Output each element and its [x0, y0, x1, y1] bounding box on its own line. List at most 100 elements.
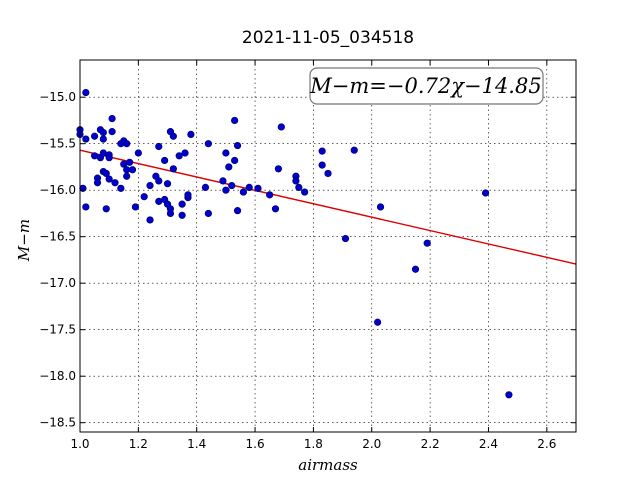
data-point [123, 140, 131, 148]
data-point [146, 181, 154, 190]
data-point [318, 161, 326, 169]
data-point [82, 135, 90, 143]
x-tick-label: 2.0 [362, 437, 381, 451]
data-point [481, 189, 490, 197]
data-point [222, 186, 230, 194]
data-point [254, 184, 262, 192]
y-tick-label: −17.0 [39, 276, 76, 290]
data-point [204, 140, 212, 148]
x-tick-label: 2.6 [537, 437, 556, 451]
data-point [411, 265, 420, 273]
x-tick-label: 1.6 [246, 437, 265, 451]
data-point [376, 203, 385, 211]
data-point [126, 158, 134, 166]
data-point [219, 177, 227, 185]
data-point [105, 175, 113, 183]
data-point [82, 203, 90, 211]
data-point [123, 172, 131, 180]
x-tick-label: 2.4 [479, 437, 498, 451]
annotation-box [309, 67, 544, 105]
data-point [187, 130, 195, 138]
data-point [231, 116, 239, 125]
data-point [292, 177, 300, 185]
data-point [423, 239, 431, 247]
data-point [225, 163, 233, 171]
data-point [90, 132, 99, 140]
data-point [374, 318, 382, 326]
data-point [274, 165, 283, 173]
data-point [82, 88, 90, 97]
y-tick-label: −16.0 [39, 183, 76, 197]
x-tick-label: 2.2 [421, 437, 440, 451]
fit-line-layer [79, 149, 577, 265]
data-point [239, 188, 247, 196]
x-tick-labels: 1.0 1.2 1.4 1.6 1.8 2.0 2.2 2.4 2.6 [70, 437, 556, 451]
data-point [295, 183, 303, 192]
data-point [178, 200, 186, 208]
data-point [245, 183, 253, 192]
y-tick-label: −15.5 [39, 137, 76, 151]
data-point [301, 188, 309, 196]
data-point [178, 211, 186, 219]
chart-title: 2021-11-05_034518 [242, 28, 414, 48]
data-point [324, 169, 332, 178]
data-point [175, 152, 183, 160]
data-point [128, 166, 137, 174]
x-tick-label: 1.4 [187, 437, 206, 451]
data-point [99, 128, 107, 137]
data-point [155, 142, 163, 151]
data-point [163, 180, 172, 188]
y-tick-label: −18.0 [39, 369, 76, 383]
data-point [505, 391, 513, 399]
data-point [222, 149, 230, 157]
y-tick-label: −18.5 [39, 416, 76, 430]
data-point [231, 156, 239, 165]
data-point [266, 191, 274, 199]
data-point [102, 169, 110, 178]
data-point [277, 123, 285, 131]
y-axis-label: M−m [15, 219, 33, 262]
y-tick-label: −16.5 [39, 230, 76, 244]
plot-frame [79, 59, 577, 433]
data-point [201, 183, 210, 192]
data-point [161, 156, 169, 165]
data-point [117, 184, 125, 192]
data-point [111, 179, 119, 187]
data-point [108, 114, 116, 123]
x-axis-label: airmass [298, 456, 358, 474]
data-point [105, 154, 113, 162]
data-point [318, 147, 326, 155]
fit-line [79, 149, 577, 265]
data-point [350, 146, 358, 154]
data-point [233, 141, 242, 150]
x-tick-label: 1.2 [129, 437, 148, 451]
y-tick-label: −17.5 [39, 323, 76, 337]
y-tick-labels: −15.0 −15.5 −16.0 −16.5 −17.0 −17.5 −18.0 −18.5 [39, 90, 76, 430]
annotation-text: M−m=−0.72χ−14.85 [309, 74, 541, 98]
data-point [102, 205, 110, 213]
y-tick-label: −15.0 [39, 90, 76, 104]
data-point [181, 149, 189, 157]
data-point [134, 149, 142, 157]
data-point [204, 209, 212, 218]
data-point [108, 128, 116, 136]
data-point [233, 207, 242, 215]
x-tick-label: 1.8 [304, 437, 323, 451]
data-point [99, 135, 107, 143]
data-point [184, 191, 192, 199]
data-point [341, 234, 350, 243]
x-tick-label: 1.0 [70, 437, 89, 451]
axis-ticks [79, 60, 576, 432]
data-point [146, 216, 154, 224]
data-point [93, 179, 102, 187]
data-point [228, 181, 236, 190]
data-point [131, 203, 140, 211]
data-point [169, 132, 177, 140]
data-point [140, 193, 148, 201]
data-point [271, 205, 280, 213]
data-point [155, 177, 163, 185]
data-point [169, 165, 177, 173]
data-point [166, 205, 175, 213]
